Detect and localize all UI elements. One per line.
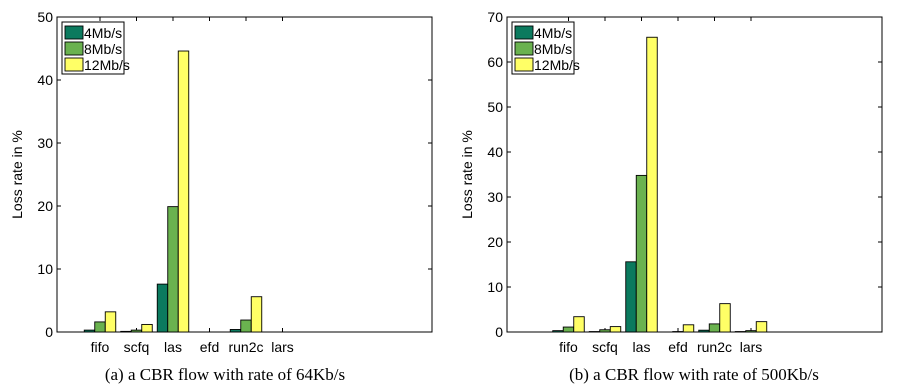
- bar-scfq-12Mb/s: [609, 326, 622, 333]
- bar-fifo-4Mb/s: [83, 329, 96, 333]
- x-tick-label: fifo: [91, 339, 110, 355]
- legend-swatch: [64, 57, 84, 72]
- x-tick-label: scfq: [592, 339, 618, 355]
- chart-panel-1: 0 10 20 30 40 50 60 70 Loss rate in % fifo scfq las…: [459, 9, 883, 384]
- bar-run2c-8Mb/s: [708, 323, 721, 333]
- y-tick-label: 50: [37, 9, 53, 25]
- legend-swatch: [64, 25, 84, 40]
- bar-lars-8Mb/s: [745, 330, 757, 333]
- bar-run2c-4Mb/s: [698, 329, 710, 333]
- bar-las-4Mb/s: [625, 261, 637, 333]
- y-tick-label: 40: [487, 144, 503, 160]
- bar-fifo-12Mb/s: [573, 316, 585, 333]
- bar-las-12Mb/s: [177, 50, 190, 333]
- x-tick-label: run2c: [228, 339, 263, 355]
- y-tick-label: 50: [487, 99, 503, 115]
- bar-las-12Mb/s: [646, 36, 658, 333]
- y-tick-label: 10: [37, 261, 53, 277]
- bar-lars-12Mb/s: [755, 321, 768, 333]
- x-tick-label: lars: [740, 339, 763, 355]
- bar-fifo-12Mb/s: [104, 311, 117, 333]
- legend-label: 8Mb/s: [534, 41, 572, 57]
- bar-las-8Mb/s: [167, 206, 179, 333]
- bar-fifo-8Mb/s: [562, 326, 575, 333]
- x-tick-label: lars: [271, 339, 294, 355]
- bar-las-4Mb/s: [156, 283, 169, 333]
- legend-label: 8Mb/s: [84, 41, 122, 57]
- y-axis-label: Loss rate in %: [459, 130, 475, 219]
- y-tick-label: 30: [487, 189, 503, 205]
- bar-efd-12Mb/s: [682, 324, 695, 333]
- y-tick-label: 10: [487, 279, 503, 295]
- y-tick-label: 20: [487, 234, 503, 250]
- chart-panel-0: 0 10 20 30 40 50 Loss rate in % fifo scfq las efd r…: [9, 9, 433, 384]
- figure-caption: (a) a CBR flow with rate of 64Kb/s: [105, 365, 345, 384]
- x-tick-label: las: [164, 339, 182, 355]
- x-tick-label: efd: [200, 339, 219, 355]
- y-tick-label: 0: [495, 324, 503, 340]
- bar-scfq-12Mb/s: [141, 323, 153, 333]
- figure-caption: (b) a CBR flow with rate of 500Kb/s: [569, 365, 819, 384]
- bar-las-8Mb/s: [635, 174, 648, 333]
- y-tick-label: 30: [37, 135, 53, 151]
- x-tick-label: run2c: [697, 339, 732, 355]
- bar-fifo-8Mb/s: [94, 321, 106, 333]
- legend-label: 12Mb/s: [84, 57, 130, 73]
- y-axis-label: Loss rate in %: [9, 130, 25, 219]
- bar-scfq-4Mb/s: [120, 330, 132, 333]
- legend-swatch: [514, 57, 534, 72]
- x-tick-label: efd: [668, 339, 687, 355]
- legend-swatch: [64, 41, 84, 56]
- bar-run2c-4Mb/s: [229, 329, 242, 333]
- y-tick-label: 70: [487, 9, 503, 25]
- bar-fifo-4Mb/s: [552, 330, 564, 333]
- x-tick-label: fifo: [559, 339, 578, 355]
- y-tick-label: 60: [487, 54, 503, 70]
- bar-run2c-12Mb/s: [719, 303, 731, 333]
- legend-swatch: [514, 25, 534, 40]
- legend-label: 12Mb/s: [534, 57, 580, 73]
- legend-label: 4Mb/s: [534, 25, 572, 41]
- bar-scfq-8Mb/s: [130, 329, 143, 333]
- y-tick-label: 20: [37, 198, 53, 214]
- bar-run2c-12Mb/s: [250, 296, 263, 333]
- x-tick-label: las: [633, 339, 651, 355]
- bar-run2c-8Mb/s: [240, 319, 252, 333]
- y-tick-label: 0: [45, 324, 53, 340]
- bar-scfq-8Mb/s: [599, 329, 611, 333]
- legend-label: 4Mb/s: [84, 25, 122, 41]
- x-tick-label: scfq: [124, 339, 150, 355]
- y-tick-label: 40: [37, 72, 53, 88]
- legend-swatch: [514, 41, 534, 56]
